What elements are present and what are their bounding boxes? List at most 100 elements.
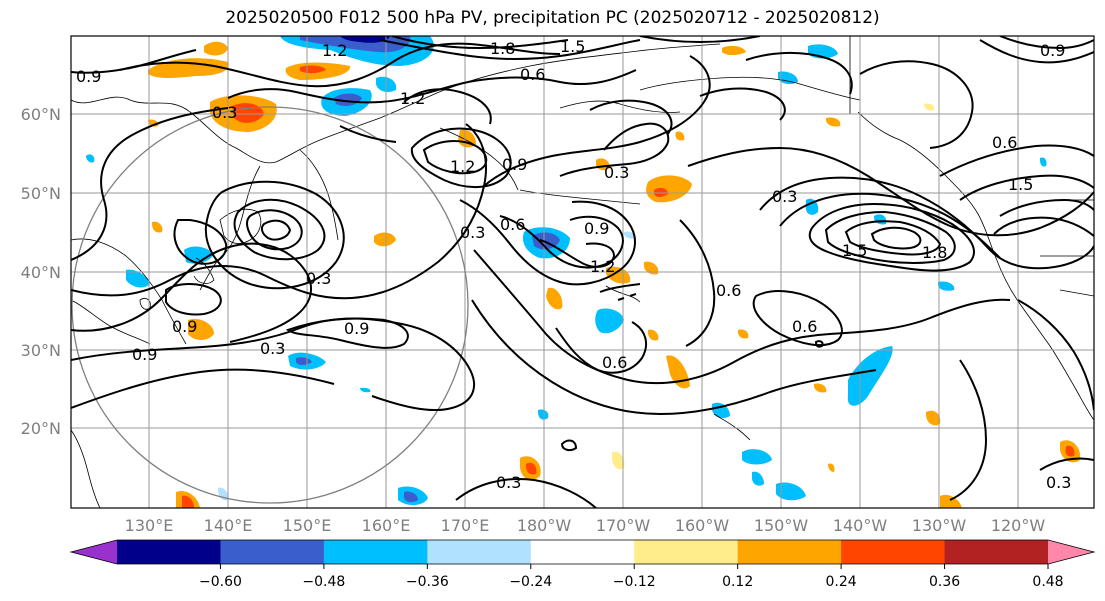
precip-patch	[204, 41, 228, 56]
precip-patch	[938, 281, 955, 291]
contour-label: 0.9	[1040, 41, 1065, 60]
precip-patch	[826, 117, 841, 127]
pv-contour	[1017, 299, 1094, 411]
precip-patch	[606, 266, 631, 284]
pv-contour	[949, 359, 988, 501]
pv-contour	[814, 340, 824, 348]
colorbar-segment	[634, 540, 739, 564]
pv-contour	[599, 283, 641, 293]
colorbar-tick-label: 0.48	[1032, 574, 1063, 590]
contour-label: 0.6	[716, 281, 741, 300]
pv-contour	[752, 290, 843, 347]
coastline	[199, 165, 261, 291]
pv-contour	[844, 220, 942, 256]
coastline	[193, 257, 215, 284]
pv-contour	[227, 69, 637, 104]
pv-contour	[71, 107, 229, 261]
precip-patch	[538, 409, 549, 420]
colorbar-segment	[944, 540, 1049, 564]
map-frame	[70, 35, 1095, 509]
precip-patch	[805, 198, 819, 215]
pv-contour	[285, 317, 409, 349]
pv-contour	[71, 368, 335, 409]
precip-patch	[847, 346, 893, 406]
coastline	[71, 299, 151, 345]
pv-contour	[204, 180, 345, 290]
lon-label: 180°W	[517, 516, 572, 535]
contour-label: 0.9	[344, 319, 369, 338]
precip-patch	[546, 287, 563, 310]
lat-label: 20°N	[21, 419, 61, 438]
colorbar-tick-label: −0.48	[302, 574, 345, 590]
precip-patch	[404, 491, 418, 503]
pv-contour	[959, 174, 1094, 201]
coastline	[857, 111, 1094, 421]
pv-contour	[539, 239, 616, 268]
pv-contour	[560, 439, 578, 452]
precip-patch	[722, 45, 746, 55]
lon-label: 160°W	[675, 516, 730, 535]
precip-patch	[188, 318, 214, 340]
pv-contour	[699, 87, 786, 121]
precip-patch	[654, 187, 668, 197]
colorbar-segment	[220, 540, 325, 564]
pv-contour	[759, 176, 1094, 270]
pv-contours	[71, 36, 1094, 508]
pv-contour	[71, 242, 312, 343]
contour-label: 1.8	[490, 39, 515, 58]
pv-contour	[119, 42, 561, 88]
lon-label: 170°E	[441, 516, 490, 535]
pv-contour	[939, 144, 1094, 177]
coastline	[1059, 289, 1094, 297]
pv-contour	[379, 39, 641, 60]
lat-label: 60°N	[21, 105, 61, 124]
precip-patch	[814, 383, 827, 393]
pv-contour	[422, 140, 488, 175]
pv-contour	[71, 49, 197, 74]
lat-axis: 60°N 50°N 40°N 30°N 20°N	[21, 105, 61, 438]
precip-patch	[612, 451, 625, 470]
pv-contour	[559, 122, 670, 177]
contour-label: 1.2	[590, 257, 615, 276]
pv-contour	[999, 36, 1094, 50]
precip-patch	[360, 387, 371, 393]
colorbar-segment	[737, 540, 842, 564]
precip-patch	[926, 410, 941, 426]
precip-patch	[1040, 157, 1047, 167]
pv-contour	[779, 192, 1001, 259]
precip-patch	[126, 269, 150, 288]
contour-label: 1.2	[322, 41, 347, 60]
contour-label: 0.9	[584, 219, 609, 238]
range-circle	[71, 106, 469, 504]
contour-label: 1.2	[400, 89, 425, 108]
precip-patch	[595, 308, 624, 334]
colorbar: −0.60 −0.48 −0.36 −0.24 −0.12 0.12 0.24 …	[69, 539, 1096, 590]
pv-contour	[233, 198, 326, 261]
lon-axis: 130°E 140°E 150°E 160°E 170°E 180°W 170°…	[125, 516, 1046, 535]
contour-label: 0.6	[520, 65, 545, 84]
precip-patch	[624, 231, 635, 239]
pv-contour	[339, 125, 397, 143]
colorbar-labels: −0.60 −0.48 −0.36 −0.24 −0.12 0.12 0.24 …	[199, 574, 1064, 590]
pv-contour	[555, 321, 648, 374]
lat-label: 40°N	[21, 263, 61, 282]
pv-contour	[824, 210, 956, 264]
precip-patch	[776, 482, 806, 501]
contour-label: 0.3	[1046, 473, 1071, 492]
colorbar-segments	[117, 540, 1049, 564]
pv-contour	[173, 219, 228, 265]
contour-label: 0.6	[602, 353, 627, 372]
pv-contour	[993, 216, 1094, 237]
precip-patch	[924, 103, 935, 111]
pv-contour	[745, 51, 853, 95]
contour-label: 0.9	[76, 67, 101, 86]
colorbar-extend-right	[1048, 540, 1094, 564]
contour-label: 0.3	[212, 103, 237, 122]
coastline	[639, 76, 861, 101]
colorbar-tick-label: −0.24	[509, 574, 552, 590]
colorbar-extend-left	[71, 540, 117, 564]
contour-labels: 0.9 1.2 1.8 1.5 0.6 0.9 1.2 0.3 1.2 0.9 …	[76, 37, 1071, 492]
lon-label: 160°E	[362, 516, 411, 535]
colorbar-tick-label: 0.36	[929, 574, 960, 590]
precip-patch	[675, 131, 685, 141]
